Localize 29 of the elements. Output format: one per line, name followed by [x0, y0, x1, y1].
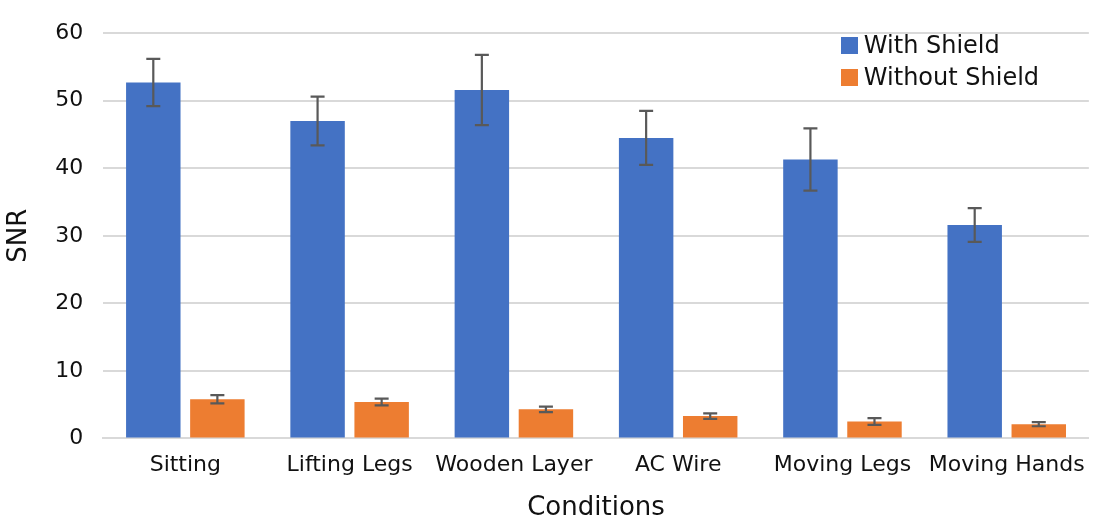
x-axis-title: Conditions [527, 491, 665, 522]
legend-label: Without Shield [863, 63, 1040, 92]
bar [1011, 424, 1066, 438]
y-tick-label: 20 [55, 289, 84, 315]
y-axis-title: SNR [2, 208, 33, 263]
x-tick-label: AC Wire [634, 451, 722, 477]
x-tick-label: Wooden Layer [435, 451, 594, 477]
bar [354, 401, 409, 438]
bar [847, 421, 902, 438]
bar [126, 82, 181, 438]
y-tick-label: 30 [55, 221, 84, 247]
y-tick-label: 40 [55, 153, 84, 179]
x-tick-label: Lifting Legs [286, 451, 413, 477]
bar [518, 409, 574, 438]
y-tick-label: 10 [55, 356, 84, 382]
bar [190, 399, 245, 438]
y-tick-label: 0 [69, 424, 84, 450]
y-tick-label: 60 [55, 18, 84, 44]
x-tick-label: Moving Hands [928, 451, 1085, 477]
bar [618, 137, 674, 438]
x-tick-label: Moving Legs [773, 451, 912, 477]
bar [682, 416, 738, 438]
bar [454, 89, 510, 438]
x-tick-label: Sitting [149, 451, 222, 477]
bar [783, 159, 838, 438]
legend-label: With Shield [863, 31, 1000, 60]
bar [947, 225, 1002, 438]
bar [290, 120, 345, 438]
y-tick-label: 50 [55, 86, 84, 112]
